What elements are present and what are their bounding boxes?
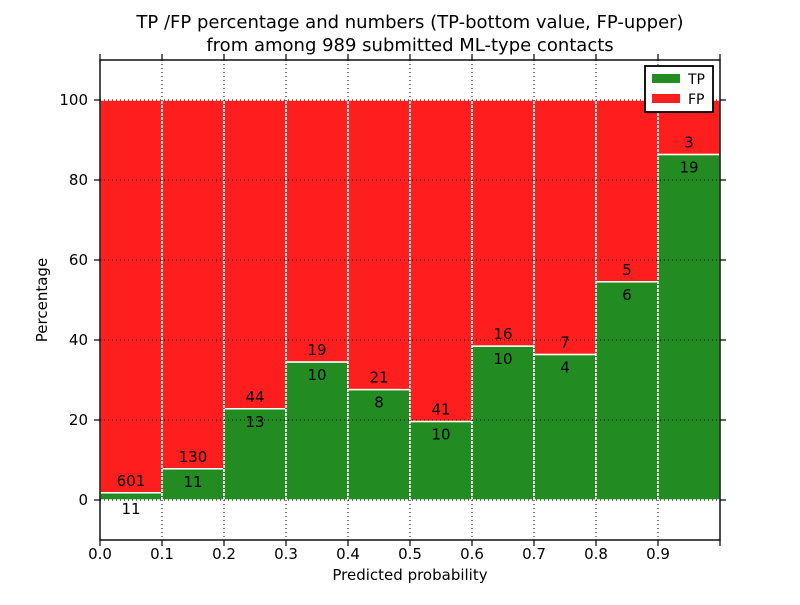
chart-title-line-2: from among 989 submitted ML-type contact… (206, 35, 613, 56)
bar-fp-1 (161, 99, 225, 470)
bar-fp-4 (347, 99, 411, 391)
x-tick-label-1: 0.1 (150, 545, 174, 563)
x-tick-label-5: 0.5 (398, 545, 422, 563)
bar-tp-7 (533, 353, 597, 501)
fp-count-label-2: 44 (245, 388, 264, 406)
fp-count-label-4: 21 (369, 369, 388, 387)
chart-title-line-1: TP /FP percentage and numbers (TP-bottom… (135, 12, 683, 33)
fp-count-label-9: 3 (684, 134, 694, 152)
bar-tp-8 (595, 281, 659, 501)
x-tick-label-7: 0.7 (522, 545, 546, 563)
bar-count-labels-layer: 601 11 130 11 44 13 19 10 21 8 41 10 16 10 7 4 5 6 3 19 (117, 134, 699, 518)
tp-count-label-2: 13 (245, 413, 264, 431)
fp-count-label-3: 19 (307, 341, 326, 359)
axis-ticks-layer (94, 54, 726, 546)
fp-count-label-7: 7 (560, 334, 570, 352)
fp-count-label-8: 5 (622, 261, 632, 279)
legend-tp-swatch (652, 74, 680, 83)
bar-tp-4 (347, 388, 411, 501)
y-tick-label-2: 40 (69, 331, 88, 349)
bar-fp-5 (409, 99, 473, 423)
x-tick-label-6: 0.6 (460, 545, 484, 563)
tp-count-label-9: 19 (679, 159, 698, 177)
x-tick-label-9: 0.9 (646, 545, 670, 563)
tp-count-label-8: 6 (622, 286, 632, 304)
bar-fp-8 (595, 99, 659, 283)
tp-count-label-0: 11 (121, 500, 140, 518)
y-tick-label-1: 20 (69, 411, 88, 429)
bar-tp-6 (471, 345, 535, 501)
bar-tp-9 (657, 153, 721, 501)
x-tick-label-4: 0.4 (336, 545, 360, 563)
legend-box (644, 65, 714, 113)
x-tick-label-0: 0.0 (88, 545, 112, 563)
bar-fp-2 (223, 99, 287, 410)
fp-count-label-1: 130 (179, 448, 208, 466)
x-axis-label: Predicted probability (332, 566, 487, 584)
bar-fp-7 (533, 99, 597, 356)
gridlines-layer (100, 60, 720, 540)
legend-fp-swatch (652, 94, 680, 103)
x-tick-label-3: 0.3 (274, 545, 298, 563)
y-tick-label-3: 60 (69, 251, 88, 269)
tp-count-label-6: 10 (493, 350, 512, 368)
bar-fp-0 (99, 99, 163, 494)
tick-labels-layer: 0.0 0.1 0.2 0.3 0.4 0.5 0.6 0.7 0.8 0.9 0 20 40 60 80 1… (59, 91, 670, 563)
fp-count-label-6: 16 (493, 325, 512, 343)
plot-border (99, 59, 721, 541)
bar-tp-5 (409, 420, 473, 501)
x-tick-label-8: 0.8 (584, 545, 608, 563)
bar-tp-0 (99, 492, 163, 501)
y-tick-label-4: 80 (69, 171, 88, 189)
y-tick-label-0: 0 (78, 491, 88, 509)
x-tick-label-2: 0.2 (212, 545, 236, 563)
y-tick-label-5: 100 (59, 91, 88, 109)
fp-count-label-5: 41 (431, 401, 450, 419)
bar-fp-3 (285, 99, 349, 363)
legend-tp-label: TP (687, 72, 705, 88)
tp-count-label-5: 10 (431, 426, 450, 444)
legend: TP FP (644, 65, 714, 113)
bar-fp-6 (471, 99, 535, 347)
bars-layer (99, 99, 721, 501)
legend-fp-label: FP (688, 92, 705, 108)
tp-count-label-1: 11 (183, 473, 202, 491)
bar-tp-3 (285, 361, 349, 501)
y-axis-label: Percentage (33, 258, 51, 342)
tp-count-label-4: 8 (374, 394, 384, 412)
fp-count-label-0: 601 (117, 472, 146, 490)
tp-count-label-7: 4 (560, 359, 570, 377)
bar-tp-2 (223, 408, 287, 501)
tp-count-label-3: 10 (307, 366, 326, 384)
